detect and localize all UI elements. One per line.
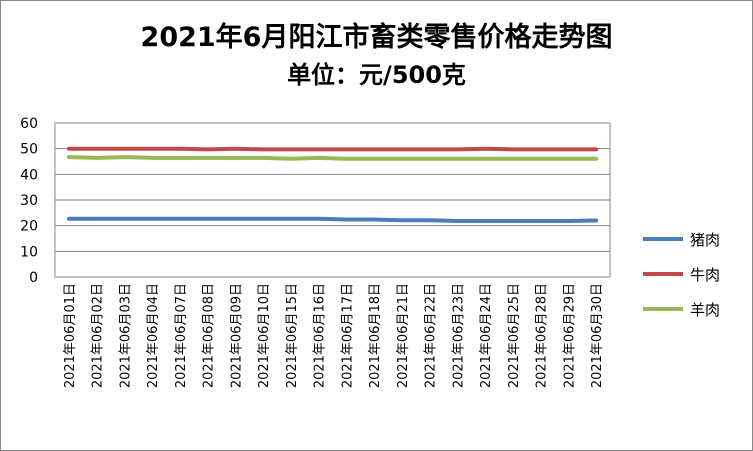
x-tick-label: 2021年06月07日 (174, 283, 189, 388)
x-tick-label: 2021年06月03日 (118, 283, 133, 388)
x-tick-label: 2021年06月10日 (257, 283, 272, 388)
x-tick-label: 2021年06月25日 (507, 283, 522, 388)
x-tick-label: 2021年06月01日 (63, 283, 78, 388)
x-tick-label: 2021年06月16日 (313, 283, 328, 388)
x-tick-label: 2021年06月29日 (562, 283, 577, 388)
x-tick-label: 2021年06月18日 (368, 283, 383, 388)
y-tick-label: 40 (20, 167, 38, 183)
legend-label-1: 牛肉 (690, 266, 720, 284)
series-line-2 (66, 155, 599, 161)
y-axis-ticks: 0 10 20 30 40 50 60 (20, 116, 38, 286)
x-tick-label: 2021年06月15日 (285, 283, 300, 388)
x-tick-label: 2021年06月02日 (91, 283, 106, 388)
x-tick-label: 2021年06月22日 (424, 283, 439, 388)
x-tick-label: 2021年06月21日 (396, 283, 411, 388)
x-tick-label: 2021年06月24日 (479, 283, 494, 388)
x-tick-label: 2021年06月09日 (229, 283, 244, 388)
x-tick-label: 2021年06月23日 (451, 283, 466, 388)
legend-label-0: 猪肉 (690, 231, 720, 249)
x-tick-label: 2021年06月04日 (146, 283, 161, 388)
chart-title: 2021年6月阳江市畜类零售价格走势图 (140, 22, 613, 53)
gridlines (55, 148, 610, 252)
y-tick-label: 30 (20, 193, 38, 209)
x-tick-label: 2021年06月17日 (340, 283, 355, 388)
x-axis-ticks: 2021年06月01日 2021年06月02日 2021年06月03日 2021年06… (63, 283, 605, 388)
y-tick-label: 20 (20, 219, 38, 235)
series-line-1 (66, 146, 599, 152)
chart-title-block: 2021年6月阳江市畜类零售价格走势图 单位：元/500克 (0, 18, 753, 92)
chart-subtitle: 单位：元/500克 (287, 61, 466, 89)
x-tick-label: 2021年06月30日 (590, 283, 605, 388)
plot-area-border (54, 122, 611, 278)
series-line-0 (66, 216, 599, 223)
x-tick-label: 2021年06月08日 (202, 283, 217, 388)
y-tick-label: 50 (20, 142, 38, 158)
y-tick-label: 10 (20, 244, 38, 260)
series-lines (66, 146, 599, 223)
y-tick-label: 0 (29, 270, 38, 286)
x-tick-label: 2021年06月28日 (535, 283, 550, 388)
legend-label-2: 羊肉 (690, 301, 720, 319)
y-tick-label: 60 (20, 116, 38, 132)
